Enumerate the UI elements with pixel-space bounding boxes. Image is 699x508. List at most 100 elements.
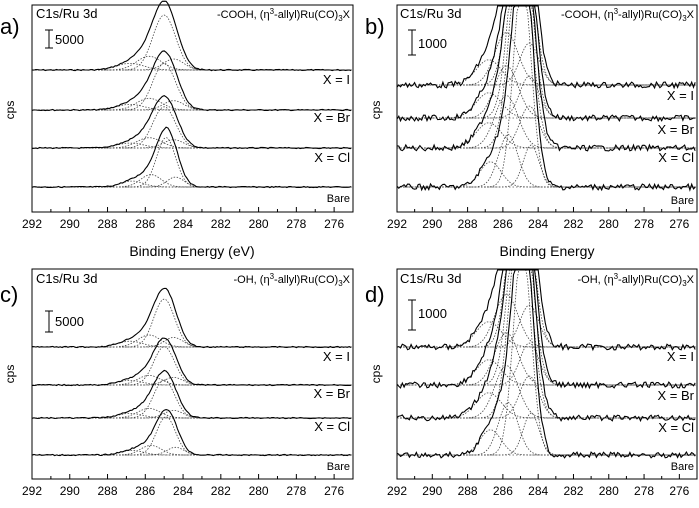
component-peak-b <box>397 105 696 149</box>
x-axis-label-b: Binding Energy <box>500 243 595 259</box>
spectrum-line-b <box>396 5 696 90</box>
x-tick-label-a: 290 <box>60 217 80 231</box>
spectrum-line-c <box>31 337 352 387</box>
y-axis-label-b: cps <box>369 101 383 120</box>
x-tick-label-b: 280 <box>599 217 619 231</box>
plot-frame-b <box>396 4 698 213</box>
panel-a: a) C1s/Ru 3d -COOH, (η3-allyl)Ru(CO)3X 5… <box>0 0 354 259</box>
component-peak-c <box>32 449 352 456</box>
spectrum-line-a <box>31 126 352 189</box>
plot-title-a: C1s/Ru 3d <box>36 6 97 21</box>
spectrum-line-a <box>31 94 352 150</box>
x-tick-label-b: 286 <box>493 217 513 231</box>
component-peak-a <box>32 106 352 149</box>
component-peak-a <box>32 100 352 111</box>
series-label-b: X = Cl <box>658 150 694 165</box>
x-tick-label-c: 280 <box>249 484 269 498</box>
component-peak-a <box>32 137 352 188</box>
series-label-a: X = Br <box>314 110 351 125</box>
x-ticks-c: 292 290 288 286 284 282 280 278 276 <box>22 474 344 498</box>
series-label-d: Bare <box>671 461 694 473</box>
x-tick-label-c: 276 <box>324 484 344 498</box>
component-peak-b <box>397 65 696 119</box>
component-peak-c <box>32 298 352 348</box>
series-label-a: X = Cl <box>314 150 350 165</box>
component-peak-d <box>397 332 696 386</box>
series-label-c: X = Br <box>314 386 351 401</box>
x-tick-label-d: 280 <box>599 484 619 498</box>
x-tick-label-b: 278 <box>634 217 654 231</box>
scale-bar-label-d: 1000 <box>418 306 447 321</box>
series-label-c: Bare <box>327 461 350 473</box>
panel-label-d: d) <box>365 282 385 307</box>
x-tick-label-a: 280 <box>249 217 269 231</box>
x-tick-label-b: 284 <box>528 217 548 231</box>
x-tick-label-b: 292 <box>387 217 407 231</box>
x-ticks-b: 292 290 288 286 284 282 280 278 276 <box>387 207 690 231</box>
scale-bar-label-c: 5000 <box>55 314 84 329</box>
scale-bar-a <box>45 29 53 49</box>
x-ticks-d: 292 290 288 286 284 282 280 278 276 <box>387 474 690 498</box>
plot-frame-c <box>31 268 354 480</box>
plot-subtitle-d: -OH, (η3-allyl)Ru(CO)3X <box>578 272 695 288</box>
spectrum-line-c <box>31 409 352 457</box>
x-tick-label-c: 282 <box>211 484 231 498</box>
x-tick-label-a: 276 <box>324 217 344 231</box>
plot-subtitle-a: -COOH, (η3-allyl)Ru(CO)3X <box>217 7 351 23</box>
plot-title-b: C1s/Ru 3d <box>400 6 461 21</box>
panel-label-a: a) <box>0 14 20 39</box>
x-tick-label-b: 288 <box>458 217 478 231</box>
series-label-d: X = Br <box>658 388 695 403</box>
component-peak-c <box>32 409 352 419</box>
x-tick-label-d: 288 <box>458 484 478 498</box>
plot-subtitle-b: -COOH, (η3-allyl)Ru(CO)3X <box>561 7 695 23</box>
component-peak-c <box>32 413 352 419</box>
x-axis-label-a: Binding Energy (eV) <box>129 243 254 259</box>
spectrum-line-c <box>31 287 352 349</box>
spectrum-line-b <box>396 5 696 192</box>
plot-title-d: C1s/Ru 3d <box>400 271 461 286</box>
component-peak-b <box>397 144 696 188</box>
x-tick-label-c: 292 <box>22 484 42 498</box>
plot-frame-d <box>396 268 698 480</box>
spectrum-line-c <box>31 369 352 420</box>
spectrum-line-b <box>396 5 696 123</box>
series-label-a: X = I <box>323 72 350 87</box>
panel-c: c) C1s/Ru 3d -OH, (η3-allyl)Ru(CO)3X 500… <box>0 268 354 498</box>
component-peak-b <box>397 5 696 188</box>
series-label-b: Bare <box>671 195 694 207</box>
component-peak-b <box>397 75 696 119</box>
x-tick-label-a: 292 <box>22 217 42 231</box>
component-peak-c <box>32 446 352 456</box>
series-label-d: X = Cl <box>658 420 694 435</box>
series-label-c: X = Cl <box>314 419 350 434</box>
panel-label-c: c) <box>0 282 18 307</box>
x-tick-label-d: 292 <box>387 484 407 498</box>
spectrum-line-d <box>396 269 696 459</box>
scale-bar-b <box>408 29 416 56</box>
panel-label-b: b) <box>365 14 385 39</box>
x-ticks-a: 292 290 288 286 284 282 280 278 276 <box>22 207 344 231</box>
component-peak-d <box>397 304 696 348</box>
scale-bar-c <box>45 310 53 333</box>
y-axis-label-d: cps <box>369 365 383 384</box>
traces-c: X = I X = Br X = Cl Bare <box>31 287 353 473</box>
component-peak-a <box>32 55 352 71</box>
x-tick-label-a: 278 <box>286 217 306 231</box>
spectrum-line-a <box>31 50 352 112</box>
x-tick-label-c: 286 <box>135 484 155 498</box>
x-tick-label-a: 282 <box>211 217 231 231</box>
x-tick-label-c: 284 <box>173 484 193 498</box>
component-peak-b <box>397 92 696 119</box>
x-tick-label-c: 278 <box>286 484 306 498</box>
component-peak-a <box>32 174 352 188</box>
component-peak-d <box>397 269 696 419</box>
x-tick-label-d: 286 <box>493 484 513 498</box>
x-tick-label-b: 290 <box>422 217 442 231</box>
series-label-d: X = I <box>667 349 694 364</box>
component-peak-a <box>32 176 352 188</box>
series-label-c: X = I <box>323 349 350 364</box>
traces-d: X = I X = Br X = Cl Bare <box>396 269 697 473</box>
component-peak-c <box>32 380 352 386</box>
